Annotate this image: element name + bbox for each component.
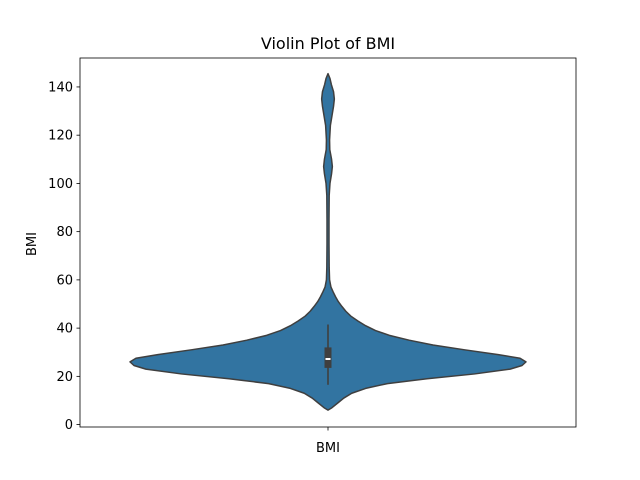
x-axis: BMI bbox=[316, 427, 340, 456]
y-tick-label: 120 bbox=[48, 129, 73, 144]
y-tick-label: 40 bbox=[56, 322, 73, 337]
plot-area bbox=[129, 72, 527, 411]
y-axis: 0 20 40 60 80 100 120 140 bbox=[48, 80, 80, 433]
iqr-box bbox=[324, 347, 332, 368]
y-tick-label: 60 bbox=[56, 273, 73, 288]
y-tick-label: 20 bbox=[56, 370, 73, 385]
violin-body bbox=[129, 72, 527, 411]
y-tick-label: 0 bbox=[65, 418, 73, 433]
y-tick-label: 80 bbox=[56, 225, 73, 240]
x-tick-label: BMI bbox=[316, 441, 340, 456]
y-tick-label: 140 bbox=[48, 80, 73, 95]
y-axis-label: BMI bbox=[25, 232, 40, 256]
chart-title: Violin Plot of BMI bbox=[261, 34, 395, 53]
y-tick-label: 100 bbox=[48, 177, 73, 192]
